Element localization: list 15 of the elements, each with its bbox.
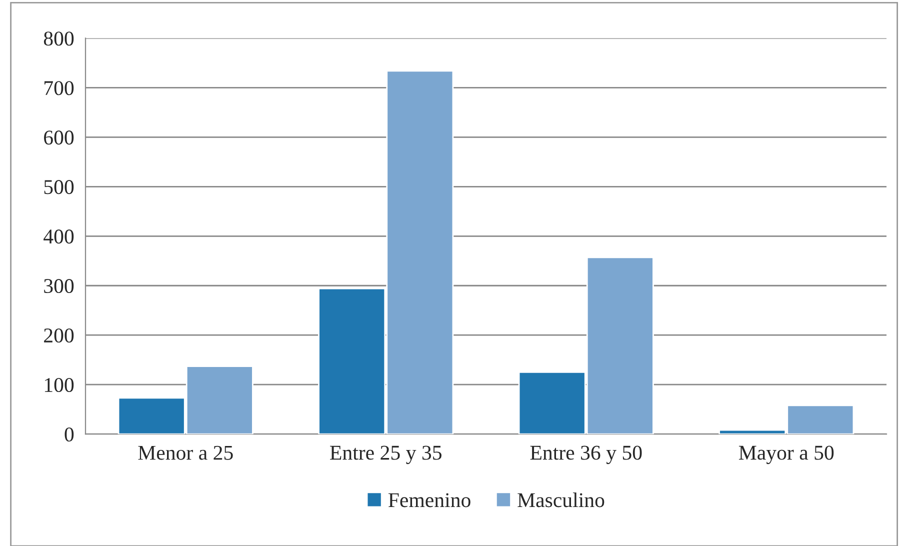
x-tick-label: Mayor a 50 <box>738 446 834 464</box>
y-tick-label: 100 <box>44 378 74 392</box>
x-tick-label: Menor a 25 <box>138 446 233 460</box>
legend-label: Femenino <box>388 493 470 508</box>
x-tick-label: Entre 36 y 50 <box>530 446 642 464</box>
y-tick-label: 500 <box>44 180 74 194</box>
y-tick-label: 200 <box>44 328 74 343</box>
y-tick-label: 300 <box>44 279 74 294</box>
legend-label: Masculino <box>518 492 604 508</box>
y-tick-label: 0 <box>64 427 74 442</box>
y-tick-label: 600 <box>44 130 74 145</box>
y-tick-label: 800 <box>44 32 74 46</box>
y-tick-label: 400 <box>44 230 74 244</box>
y-tick-label: 700 <box>44 81 74 96</box>
x-tick-label: Entre 25 y 35 <box>330 446 442 464</box>
